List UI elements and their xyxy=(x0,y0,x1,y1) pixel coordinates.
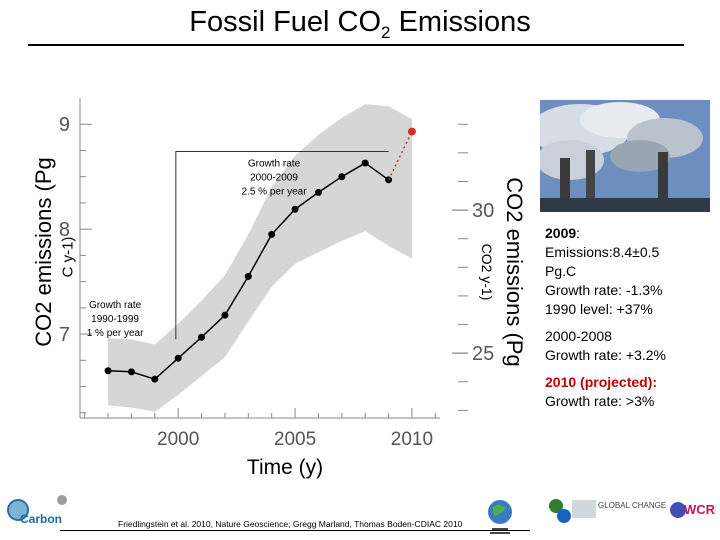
stat-emissions-unit: Pg.C xyxy=(545,263,577,279)
footer-divider xyxy=(60,530,530,531)
growth-2000-2009-label-line: 2.5 % per year xyxy=(242,187,308,198)
y-axis-left-unit: C y-1) xyxy=(59,236,77,278)
growth-1990-1999-label-line: 1990-1999 xyxy=(91,314,139,325)
projection-line xyxy=(387,131,413,181)
annotation-layer: Growth rate 2000-2009 2.5 % per year Growth… xyxy=(87,151,389,340)
emissions-point-2002 xyxy=(221,311,229,319)
emissions-point-2007 xyxy=(338,173,346,181)
stat-range-label: 2000-2008 xyxy=(545,328,612,344)
global-change-logo-text: GLOBAL CHANGE xyxy=(598,501,666,510)
stat-2009-heading: 2009: xyxy=(545,225,581,241)
growth-1990-1999-label-line: Growth rate xyxy=(89,300,142,311)
emissions-point-2001 xyxy=(198,333,206,341)
x-tick-label-2005: 2005 xyxy=(274,429,316,450)
growth-2000-2009-bracket xyxy=(175,151,389,340)
series-layer xyxy=(104,127,416,383)
emissions-point-1999 xyxy=(151,375,159,383)
emissions-point-2008 xyxy=(361,159,369,167)
y-axis-right-title: CO2 emissions (Pg xyxy=(502,177,527,367)
emissions-point-2003 xyxy=(244,272,252,280)
stat-projected-growth: Growth rate: >3% xyxy=(545,393,655,409)
uncertainty-band-layer xyxy=(108,104,412,412)
emissions-point-1998 xyxy=(127,368,135,376)
emissions-point-2006 xyxy=(314,188,322,196)
emissions-point-2004 xyxy=(268,230,276,238)
emissions-point-1997 xyxy=(104,367,112,375)
title-divider xyxy=(28,44,684,46)
partner-logos: GLOBAL CHANGE ​ WCRP xyxy=(549,499,716,523)
tick-label-layer: 7 8 9 25 30 2000 2005 2010 xyxy=(59,114,494,450)
slide-title: Fossil Fuel CO2 Emissions xyxy=(189,6,531,42)
y-axis-left-title: CO2 emissions (Pg xyxy=(31,157,56,347)
y-left-tick-label-9: 9 xyxy=(59,114,70,136)
y-axis-right-unit: CO2 y-1) xyxy=(479,243,495,301)
global-carbon-project-logo xyxy=(7,495,67,521)
growth-2000-2009-label-line: 2000-2009 xyxy=(250,173,298,184)
x-tick-label-2000: 2000 xyxy=(157,429,199,450)
statistics-panel: 2009: Emissions:8.4±0.5 Pg.C Growth rate… xyxy=(545,224,717,411)
x-tick-label-2010: 2010 xyxy=(391,429,433,450)
stat-growth-2009: Growth rate: -1.3% xyxy=(545,282,663,298)
emissions-point-2000 xyxy=(174,354,182,362)
emissions-chart: Growth rate 2000-2009 2.5 % per year Growth… xyxy=(59,98,494,450)
growth-2000-2009-label-line: Growth rate xyxy=(248,159,301,170)
gcp-logo-text: Carbon xyxy=(20,512,62,526)
smokestack-photo xyxy=(540,100,710,212)
y-right-tick-label-30: 30 xyxy=(472,200,494,222)
x-axis-title: Time (y) xyxy=(246,456,324,479)
uncertainty-band xyxy=(108,104,412,412)
axes-layer xyxy=(79,98,468,419)
growth-1990-1999-label-line: 1 % per year xyxy=(87,328,144,339)
y-right-tick-label-25: 25 xyxy=(472,343,494,365)
stat-emissions: Emissions:8.4±0.5 xyxy=(545,244,660,260)
globe-icon xyxy=(488,500,512,534)
projection-point-2010 xyxy=(407,127,416,136)
stat-range-growth: Growth rate: +3.2% xyxy=(545,347,667,363)
wcrp-logo-text: WCRP xyxy=(684,502,716,517)
source-citation: Friedlingstein et al. 2010, Nature Geosc… xyxy=(118,519,463,529)
stat-1990-level: 1990 level: +37% xyxy=(545,301,653,317)
y-left-tick-label-8: 8 xyxy=(59,219,70,241)
emissions-point-2005 xyxy=(291,205,299,213)
ihdp-logo-icon xyxy=(670,502,686,518)
y-left-tick-label-7: 7 xyxy=(59,324,70,346)
stat-projected-label: 2010 (projected): xyxy=(545,374,658,390)
